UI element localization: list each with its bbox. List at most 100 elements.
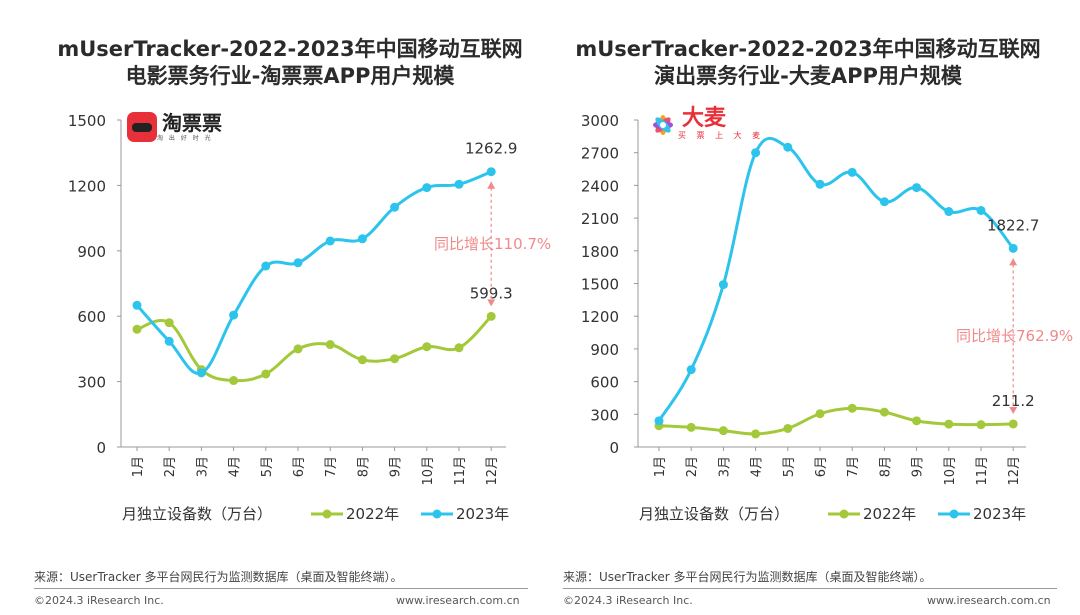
series-line-2023年 <box>657 137 1015 422</box>
legend-marker-2023年 <box>432 509 442 519</box>
taopiaopiao-logo-icon <box>127 112 157 142</box>
data-point <box>293 344 303 354</box>
data-point <box>1008 419 1018 429</box>
legend-unit-label: 月独立设备数（万台） <box>639 505 789 523</box>
y-tick-label: 300 <box>77 374 106 392</box>
chart-title-left-line2: 电影票务行业-淘票票APP用户规模 <box>125 64 455 88</box>
legend-label-2022年: 2022年 <box>863 505 916 523</box>
data-point <box>686 365 696 375</box>
chart-title-right: mUserTracker-2022-2023年中国移动互联网 演出票务行业-大麦… <box>558 36 1058 90</box>
x-tick-label: 1月 <box>653 456 668 477</box>
chart-title-right-line1: mUserTracker-2022-2023年中国移动互联网 <box>575 37 1041 61</box>
taopiaopiao-logo-slogan: 淘 出 好 时 光 <box>157 134 213 142</box>
data-point <box>454 179 464 189</box>
end-label-2022: 599.3 <box>470 284 513 302</box>
end-label-2023: 1262.9 <box>465 140 518 158</box>
y-tick-label: 0 <box>609 439 619 457</box>
end-label-2022: 211.2 <box>992 392 1035 410</box>
data-point <box>912 183 922 193</box>
x-tick-label: 11月 <box>453 456 468 486</box>
legend-marker-2022年 <box>322 509 332 519</box>
data-point <box>879 197 889 207</box>
x-tick-label: 6月 <box>814 456 829 477</box>
data-point <box>1008 243 1018 253</box>
data-point <box>815 409 825 419</box>
data-point <box>783 423 793 433</box>
data-point <box>164 336 174 346</box>
chart-taopiaopiao: 0 300 600 900 1200 1500 1月 2月 3月 4月 5月 6月 7月 8月 9月 10月 1… <box>68 112 551 523</box>
y-tick-label: 600 <box>590 374 619 392</box>
data-point <box>390 354 400 364</box>
data-point <box>390 202 400 212</box>
data-point <box>718 280 728 290</box>
x-tick-label: 4月 <box>228 456 243 477</box>
data-point <box>879 407 889 417</box>
footer-divider-left <box>34 588 528 589</box>
data-point <box>261 369 271 379</box>
data-point <box>944 419 954 429</box>
y-tick-label: 1200 <box>68 177 106 195</box>
data-point <box>229 310 239 320</box>
y-tick-label: 1800 <box>581 243 619 261</box>
data-point <box>976 420 986 430</box>
x-tick-label: 7月 <box>846 456 861 477</box>
damai-flower-icon <box>653 114 673 135</box>
damai-logo-slogan: 买 票 上 大 麦 <box>678 131 765 140</box>
growth-annotation: 同比增长762.9% <box>956 327 1073 345</box>
y-tick-label: 2400 <box>581 177 619 195</box>
series-line-2022年 <box>658 406 1014 436</box>
growth-arrowhead-down <box>1009 406 1018 414</box>
data-point <box>261 261 271 271</box>
y-tick-label: 2700 <box>581 145 619 163</box>
x-tick-label: 11月 <box>975 456 990 486</box>
y-tick-label: 0 <box>96 439 106 457</box>
data-point <box>357 355 367 365</box>
data-point <box>718 426 728 436</box>
end-label-2023: 1822.7 <box>987 216 1039 234</box>
data-point <box>686 422 696 432</box>
y-tick-label: 900 <box>590 341 619 359</box>
x-tick-label: 1月 <box>131 456 146 477</box>
x-tick-label: 2月 <box>163 456 178 477</box>
source-note-right: 来源：UserTracker 多平台网民行为监测数据库（桌面及智能终端）。 <box>563 570 932 584</box>
legend-marker-2023年 <box>949 509 959 519</box>
x-tick-label: 12月 <box>485 456 500 486</box>
y-tick-label: 3000 <box>581 112 619 130</box>
data-point <box>751 148 761 158</box>
data-point <box>293 258 303 268</box>
data-point <box>751 429 761 439</box>
x-tick-label: 4月 <box>750 456 765 477</box>
data-point <box>164 318 174 328</box>
website-left: www.iresearch.com.cn <box>396 594 520 607</box>
data-point <box>783 142 793 152</box>
chart-title-right-line2: 演出票务行业-大麦APP用户规模 <box>654 64 962 88</box>
legend-label-2023年: 2023年 <box>456 505 509 523</box>
taopiaopiao-logo-text: 淘票票 <box>162 110 222 135</box>
x-tick-label: 3月 <box>717 456 732 477</box>
y-tick-label: 900 <box>77 243 106 261</box>
y-tick-label: 1200 <box>581 308 619 326</box>
x-tick-label: 3月 <box>195 456 210 477</box>
chart-title-left: mUserTracker-2022-2023年中国移动互联网 电影票务行业-淘票… <box>40 36 540 90</box>
source-note-left: 来源：UserTracker 多平台网民行为监测数据库（桌面及智能终端）。 <box>34 570 403 584</box>
data-point <box>325 236 335 246</box>
x-tick-label: 8月 <box>878 456 893 477</box>
data-point <box>357 234 367 244</box>
data-point <box>912 416 922 426</box>
data-point <box>815 179 825 189</box>
chart-damai: 0 300 600 900 1200 1500 1800 2100 2400 2700 3000 1月… <box>581 112 1073 523</box>
x-tick-label: 5月 <box>260 456 275 477</box>
data-point <box>486 167 496 177</box>
legend-label-2023年: 2023年 <box>973 505 1026 523</box>
data-point <box>229 376 239 386</box>
y-tick-label: 2100 <box>581 210 619 228</box>
y-tick-label: 1500 <box>68 112 106 130</box>
data-point <box>422 183 432 193</box>
data-point <box>847 167 857 177</box>
damai-logo-text: 大麦 <box>682 106 727 131</box>
data-point <box>847 403 857 413</box>
data-point <box>486 311 496 321</box>
x-tick-label: 8月 <box>356 456 371 477</box>
y-tick-label: 300 <box>590 406 619 424</box>
growth-arrowhead-down <box>487 299 496 307</box>
